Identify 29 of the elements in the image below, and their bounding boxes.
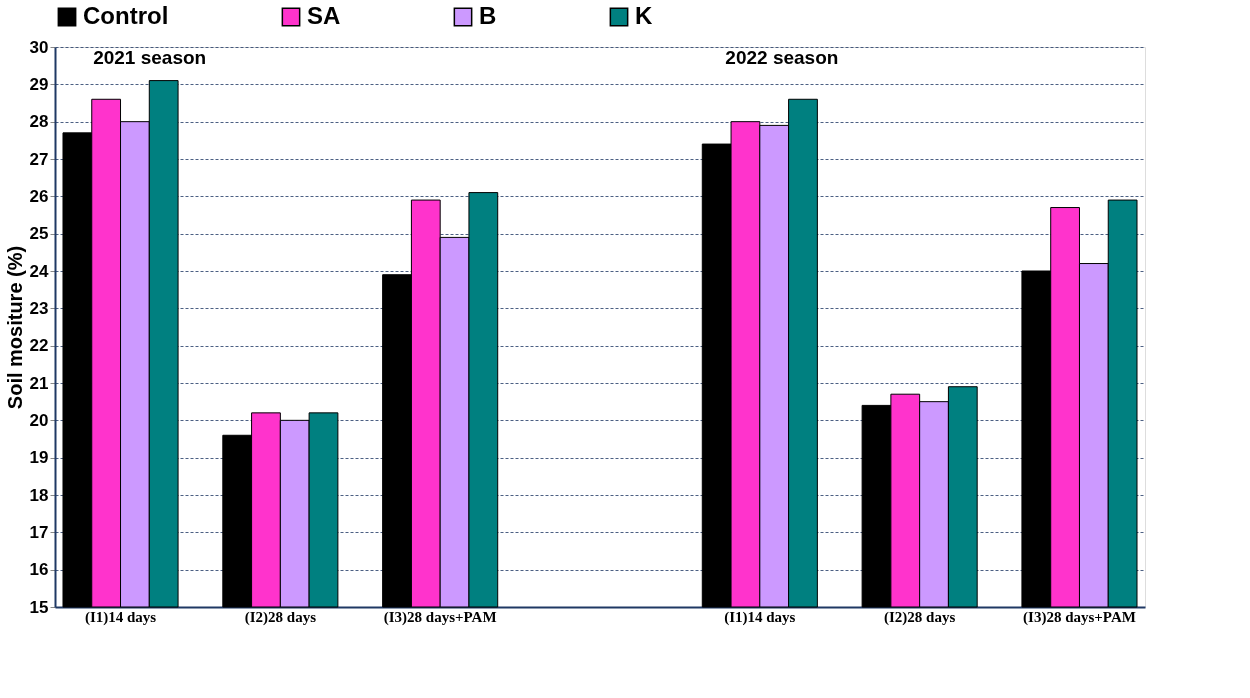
- legend-label: Control: [83, 2, 169, 29]
- y-tick-label: 25: [29, 224, 49, 244]
- y-tick-label: 18: [29, 485, 49, 505]
- y-tick-label: 16: [29, 560, 49, 580]
- y-tick-label: 19: [29, 448, 49, 468]
- y-tick-label: 30: [29, 37, 49, 57]
- legend-label: SA: [307, 2, 341, 29]
- y-tick-label: 28: [29, 112, 49, 132]
- x-tick-label: (I3)28 days+PAM: [1023, 608, 1136, 626]
- y-tick-label: 26: [29, 186, 49, 206]
- annotation: 2021 season: [93, 47, 207, 68]
- annotation: 2022 season: [725, 47, 839, 68]
- x-tick-label: (I2)28 days: [244, 608, 317, 626]
- y-tick-label: 24: [29, 261, 50, 281]
- x-tick-label: (I2)28 days: [884, 608, 956, 626]
- y-tick-label: 22: [29, 336, 49, 356]
- y-tick-label: 20: [29, 410, 49, 430]
- x-tick-label: (I1)14 days: [84, 608, 157, 626]
- y-axis-title: Soil mositure (%): [3, 245, 26, 410]
- legend-label: B: [479, 2, 497, 29]
- y-tick-label: 27: [29, 149, 49, 169]
- y-tick-label: 21: [29, 373, 49, 393]
- legend-label: K: [635, 2, 653, 29]
- x-tick-label: (I1)14 days: [724, 608, 796, 626]
- y-tick-label: 23: [29, 298, 49, 318]
- x-tick-label: (I3)28 days+PAM: [383, 608, 497, 626]
- y-tick-label: 17: [29, 522, 49, 542]
- y-tick-label: 15: [29, 597, 49, 617]
- y-tick-label: 29: [29, 74, 49, 94]
